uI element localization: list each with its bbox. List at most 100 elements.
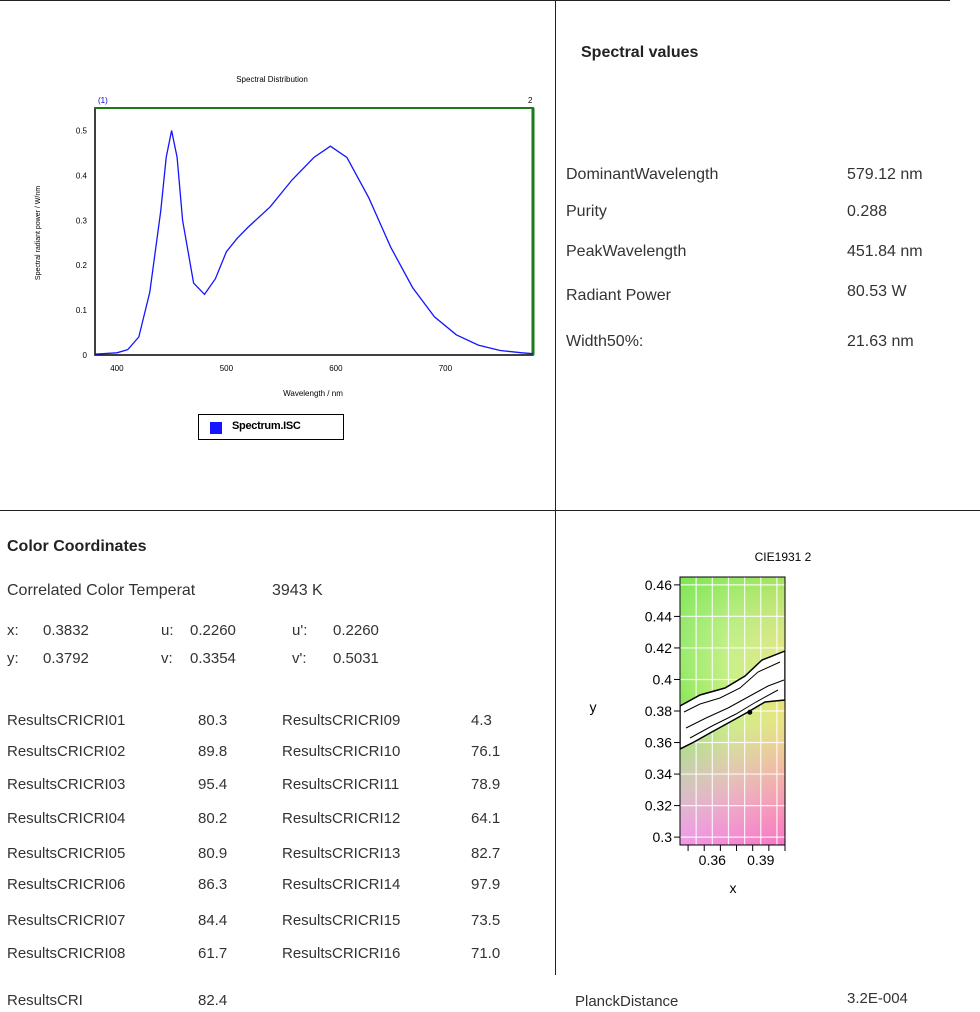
cct-label: Correlated Color Temperat (7, 582, 196, 599)
series-marker-right: 2 (528, 96, 533, 105)
cri-label: ResultsCRICRI04 (7, 810, 126, 827)
spectrum-line (94, 130, 534, 355)
isotherm-detail (683, 661, 785, 739)
cri-label: ResultsCRICRI16 (282, 945, 401, 962)
v-value: 0.3354 (190, 650, 236, 667)
y-label: y: (7, 650, 19, 667)
cri-value: 61.7 (198, 945, 228, 962)
cie-y-tick-label: 0.38 (645, 703, 672, 719)
cct-value: 3943 K (272, 582, 323, 599)
x-axis-label: Wavelength / nm (283, 389, 343, 398)
spectral-row-label: Width50%: (566, 333, 644, 350)
cri-label: ResultsCRICRI05 (7, 845, 126, 862)
cri-value: 95.4 (198, 776, 228, 793)
chart-title: Spectral Distribution (236, 75, 308, 84)
cie-y-tick-label: 0.44 (645, 608, 672, 624)
x-tick-label: 500 (220, 364, 234, 373)
cie-y-tick-label: 0.3 (653, 829, 673, 845)
plot-frame (94, 107, 534, 356)
cie-y-axis-label: y (590, 699, 597, 715)
cri-label: ResultsCRICRI13 (282, 845, 401, 862)
cie-y-tick-label: 0.4 (653, 671, 673, 687)
spectral-distribution-chart: Spectral Distribution (1) 2 Spectral rad… (35, 75, 535, 398)
x-tick-label: 600 (329, 364, 343, 373)
cie-y-tick-label: 0.32 (645, 798, 672, 814)
x-tick-label: 400 (110, 364, 124, 373)
cri-label: ResultsCRICRI10 (282, 743, 401, 760)
cri-value: 73.5 (471, 912, 501, 929)
cri-value: 84.4 (198, 912, 228, 929)
spectral-row-label: DominantWavelength (566, 166, 719, 183)
series-marker-left: (1) (98, 96, 108, 105)
v-prime-label: v': (292, 650, 307, 667)
y-tick-label: 0 (83, 351, 88, 360)
cri-value: 4.3 (471, 712, 492, 729)
cie-title: CIE1931 2 (755, 550, 812, 564)
cri-label: ResultsCRICRI09 (282, 712, 401, 729)
y-tick-label: 0.2 (76, 261, 88, 270)
spectral-row-value: 80.53 W (847, 283, 907, 300)
cri-value: 78.9 (471, 776, 501, 793)
color-coordinates-title: Color Coordinates (7, 538, 147, 555)
spectral-row-value: 21.63 nm (847, 333, 914, 350)
legend-swatch (210, 422, 222, 434)
cie-y-tick-label: 0.42 (645, 640, 672, 656)
planck-distance-label: PlanckDistance (575, 993, 679, 1010)
cri-label: ResultsCRICRI01 (7, 712, 126, 729)
spectral-values-title: Spectral values (581, 44, 699, 61)
legend-label: Spectrum.ISC (232, 420, 301, 432)
cie-y-tick-label: 0.36 (645, 735, 672, 751)
cie-y-tick-label: 0.46 (645, 577, 672, 593)
spectral-row-label: PeakWavelength (566, 243, 687, 260)
horizontal-divider (0, 510, 980, 511)
cri-label: ResultsCRICRI03 (7, 776, 126, 793)
cie-y-tick-label: 0.34 (645, 766, 672, 782)
cri-overall-value: 82.4 (198, 992, 228, 1009)
cri-label: ResultsCRICRI11 (282, 776, 400, 793)
y-value: 0.3792 (43, 650, 89, 667)
cri-value: 89.8 (198, 743, 228, 760)
spectral-row-label: Radiant Power (566, 287, 671, 304)
cie-x-axis-label: x (730, 880, 737, 896)
v-prime-value: 0.5031 (333, 650, 379, 667)
cri-label: ResultsCRICRI08 (7, 945, 126, 962)
cie1931-chart: CIE1931 2 y x 0.46 0.44 0.42 0.4 0.38 0.36 0.3… (590, 550, 812, 896)
u-label: u: (161, 622, 174, 639)
x-tick-label: 700 (439, 364, 453, 373)
cri-value: 71.0 (471, 945, 501, 962)
cie-x-tick-label: 0.36 (699, 852, 726, 868)
cri-label: ResultsCRICRI07 (7, 912, 126, 929)
cri-label: ResultsCRICRI12 (282, 810, 401, 827)
spectral-row-label: Purity (566, 203, 607, 220)
spectral-row-value: 451.84 nm (847, 243, 923, 260)
cie-measured-point (747, 709, 753, 715)
cri-value: 86.3 (198, 876, 228, 893)
cri-overall-label: ResultsCRI (7, 992, 83, 1009)
y-tick-label: 0.1 (76, 306, 88, 315)
u-prime-value: 0.2260 (333, 622, 379, 639)
spectral-row-value: 0.288 (847, 203, 888, 220)
u-value: 0.2260 (190, 622, 236, 639)
cri-value: 82.7 (471, 845, 501, 862)
y-tick-label: 0.3 (76, 216, 88, 225)
cri-label: ResultsCRICRI15 (282, 912, 401, 929)
isotherm-band (680, 650, 785, 750)
cri-value: 64.1 (471, 810, 501, 827)
cri-value: 80.9 (198, 845, 228, 862)
cri-label: ResultsCRICRI06 (7, 876, 126, 893)
vertical-divider (555, 0, 556, 975)
cie-x-tick-label: 0.39 (747, 852, 774, 868)
x-label: x: (7, 622, 19, 639)
x-value: 0.3832 (43, 622, 89, 639)
spectral-row-value: 579.12 nm (847, 166, 923, 183)
top-border (0, 0, 950, 1)
u-prime-label: u': (292, 622, 308, 639)
planck-distance-value: 3.2E-004 (847, 990, 908, 1007)
y-tick-label: 0.4 (76, 171, 88, 180)
cri-value: 80.3 (198, 712, 228, 729)
cri-value: 76.1 (471, 743, 501, 760)
v-label: v: (161, 650, 173, 667)
cri-label: ResultsCRICRI14 (282, 876, 401, 893)
cri-value: 97.9 (471, 876, 501, 893)
cri-value: 80.2 (198, 810, 228, 827)
